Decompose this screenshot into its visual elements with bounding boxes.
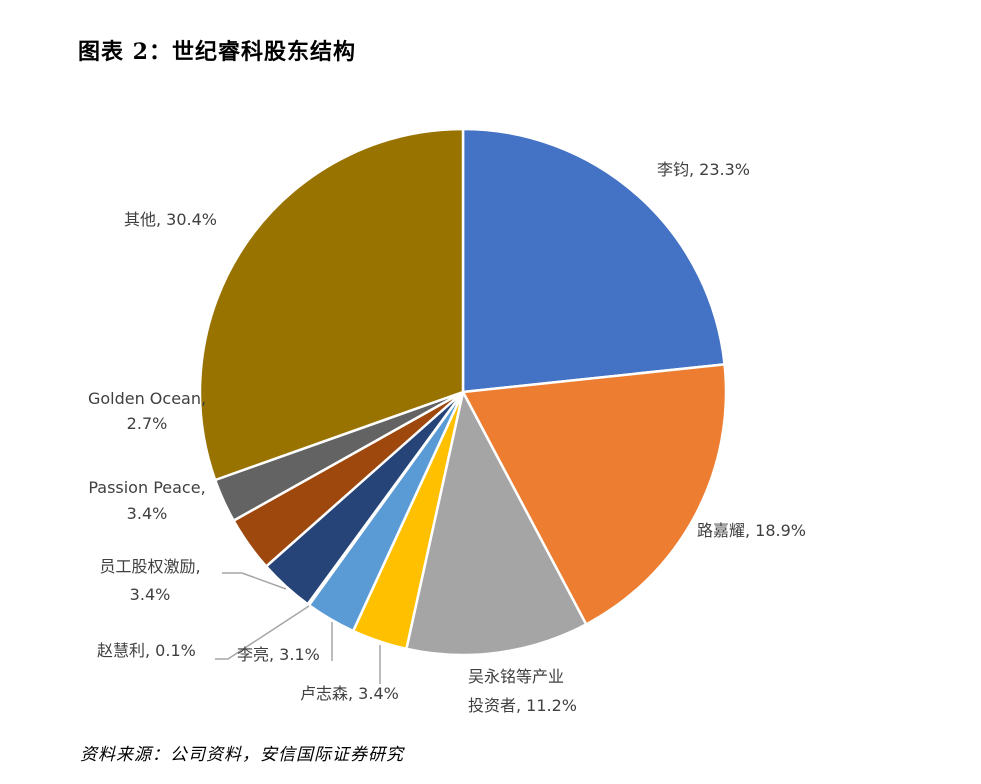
- pie-slice-9: [198, 127, 465, 482]
- leader-line-employee: [222, 572, 287, 590]
- data-label-wuyongming-line2: 投资者, 11.2%: [468, 696, 578, 715]
- data-label-golden-line1: Golden Ocean,: [87, 389, 207, 408]
- data-label-employee-line1: 员工股权激励,: [99, 557, 201, 576]
- pie-slice-2: [405, 390, 588, 657]
- data-label-zhaohuili: 赵慧利, 0.1%: [97, 641, 196, 660]
- source-note: 资料来源：公司资料，安信国际证券研究: [80, 745, 404, 765]
- data-label-others: 其他, 30.4%: [124, 210, 218, 229]
- data-label-golden-line2: 2.7%: [126, 414, 168, 433]
- data-label-luzhisen: 卢志森, 3.4%: [300, 684, 399, 703]
- data-label-passion-line2: 3.4%: [126, 504, 168, 523]
- pie-slice-1: [461, 363, 728, 626]
- data-label-passion-line1: Passion Peace,: [88, 478, 206, 497]
- data-label-wuyongming-line1: 吴永铭等产业: [468, 667, 565, 686]
- data-label-liliang: 李亮, 3.1%: [237, 645, 320, 664]
- pie-slice-0: [461, 127, 726, 394]
- data-label-employee-line2: 3.4%: [129, 585, 171, 604]
- leader-line-zhaohuili: [215, 605, 310, 660]
- chart-title: 图表 2：世纪睿科股东结构: [78, 39, 356, 65]
- data-label-lijun: 李钧, 23.3%: [657, 160, 751, 179]
- data-label-lujiayao: 路嘉耀, 18.9%: [697, 521, 807, 540]
